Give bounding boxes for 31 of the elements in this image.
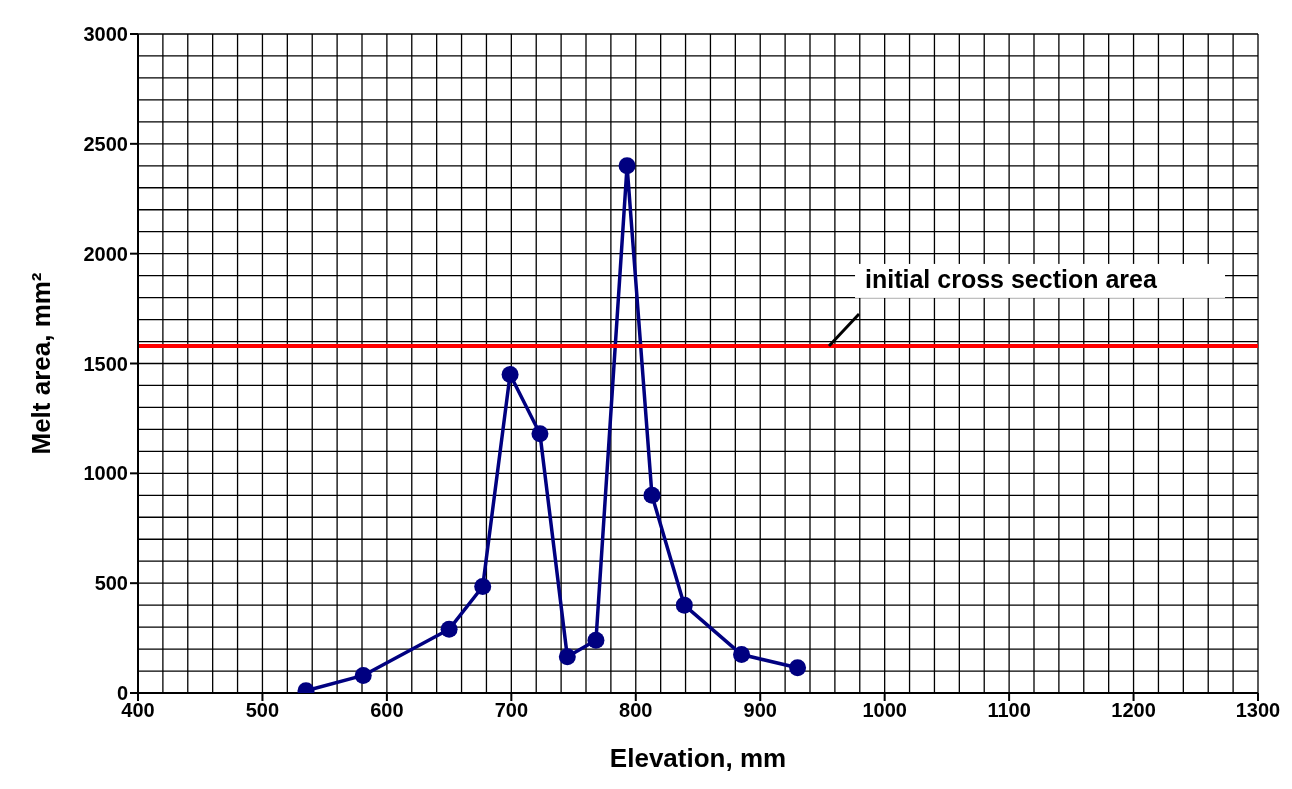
y-tick-label: 2000 (83, 242, 128, 265)
point (474, 577, 492, 595)
point (440, 620, 458, 638)
y-tick-label: 500 (94, 572, 128, 595)
point (675, 596, 693, 614)
x-tick-label: 800 (619, 699, 653, 722)
y-tick-label: 3000 (83, 23, 128, 46)
x-tick-label: 1100 (987, 699, 1031, 722)
point (587, 631, 605, 649)
point (789, 659, 807, 677)
x-tick-label: 500 (245, 699, 280, 722)
point (733, 646, 751, 664)
x-axis-title: Elevation, mm (609, 743, 787, 773)
y-tick-label: 1000 (83, 462, 128, 485)
x-tick-label: 1200 (1111, 699, 1156, 722)
x-tick-label: 400 (121, 699, 155, 722)
x-tick-label: 1000 (862, 699, 907, 722)
x-tick-label: 1300 (1235, 699, 1281, 722)
x-tick-label: 700 (494, 699, 529, 722)
point (354, 666, 372, 684)
point (643, 486, 661, 504)
x-tick-label: 900 (743, 699, 777, 722)
point (618, 157, 636, 175)
y-tick-label: 1500 (83, 352, 128, 375)
y-axis-title: Melt area, mm² (26, 272, 56, 455)
y-tick-label: 2500 (83, 132, 128, 155)
point (558, 648, 576, 666)
point (531, 425, 549, 443)
ref-line-label: initial cross section area (865, 264, 1158, 293)
point (501, 365, 519, 383)
x-tick-label: 600 (370, 699, 404, 722)
